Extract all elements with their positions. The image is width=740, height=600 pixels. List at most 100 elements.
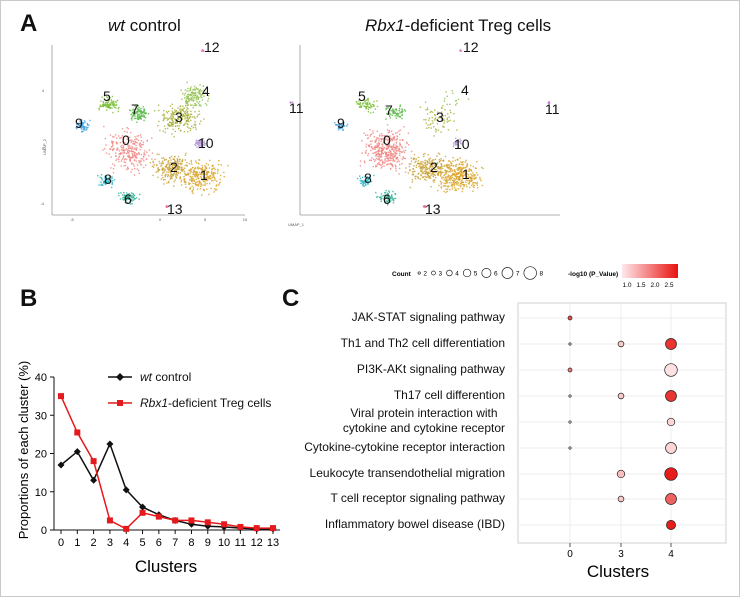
legend-wt: wt control <box>140 370 192 384</box>
umap-left-label-0: 0 <box>122 132 130 148</box>
line-point-wt <box>90 476 98 484</box>
umap-ytick: 0 <box>42 146 45 151</box>
umap-left-label-13: 13 <box>167 201 183 217</box>
umap-right-label-4: 4 <box>461 82 469 98</box>
umap-ytick: -4 <box>40 201 44 206</box>
line-point-rbx1 <box>237 523 244 530</box>
pathway-label: Cytokine-cytokine receptor interaction <box>304 440 505 454</box>
line-x-label: Clusters <box>135 557 197 576</box>
line-point-rbx1 <box>221 521 228 528</box>
line-point-rbx1 <box>74 429 81 436</box>
line-xtick-label: 1 <box>74 537 80 549</box>
line-ytick-label: 10 <box>35 487 47 499</box>
line-point-rbx1 <box>253 525 260 532</box>
line-xtick-label: 6 <box>156 537 162 549</box>
line-xtick-label: 9 <box>205 537 211 549</box>
pathway-label: Viral protein interaction with cytokine a… <box>342 406 505 435</box>
line-xtick-label: 8 <box>188 537 194 549</box>
panel-b-label: B <box>20 285 38 312</box>
line-y-label: Proportions of each cluster (%) <box>16 361 31 539</box>
line-series-0 <box>60 441 273 530</box>
umap-right-label-3: 3 <box>436 109 444 125</box>
line-ytick-label: 30 <box>35 410 47 422</box>
line-xtick-label: 10 <box>218 537 230 549</box>
panel-c-label: C <box>282 285 300 312</box>
umap-left-label-10: 10 <box>198 135 214 151</box>
line-point-rbx1 <box>155 513 162 520</box>
line-xtick-label: 2 <box>91 537 97 549</box>
line-point-rbx1 <box>270 525 276 532</box>
umap-y-label: UMAP_2 <box>42 138 47 155</box>
line-legend-markers <box>108 373 132 406</box>
line-point-rbx1 <box>204 519 211 526</box>
pathway-label: JAK-STAT signaling pathway <box>351 310 505 324</box>
line-xtick-label: 7 <box>172 537 178 549</box>
umap-right-title: Rbx1-deficient Treg cells <box>365 16 552 35</box>
umap-right-label-5: 5 <box>358 88 366 104</box>
umap-left-label-2: 2 <box>170 159 178 175</box>
line-xtick-label: 12 <box>251 537 263 549</box>
umap-right-label-7: 7 <box>385 102 393 118</box>
line-point-wt <box>57 461 65 469</box>
line-xtick-label: 0 <box>58 537 64 549</box>
line-point-rbx1 <box>58 393 64 400</box>
umap-x-label: UMAP_1 <box>288 222 305 227</box>
umap-left-label-4: 4 <box>202 83 210 99</box>
pathway-label: Th17 cell differention <box>393 388 505 402</box>
line-point-wt <box>139 503 147 511</box>
umap-left-points <box>75 49 294 208</box>
umap-right-label-2: 2 <box>430 159 438 175</box>
umap-left-label-11: 11 <box>289 100 304 116</box>
line-point-rbx1 <box>90 458 97 465</box>
line-point-rbx1 <box>106 517 113 524</box>
umap-left-label-1: 1 <box>200 167 208 183</box>
umap-xtick: -5 <box>70 217 74 222</box>
line-xtick-label: 5 <box>139 537 145 549</box>
line-ytick-label: 20 <box>35 449 47 461</box>
line-ytick-label: 0 <box>41 525 47 537</box>
umap-right-label-12: 12 <box>463 39 479 55</box>
line-xtick-label: 4 <box>123 537 129 549</box>
line-ytick-label: 40 <box>35 372 47 384</box>
umap-left-label-5: 5 <box>103 88 111 104</box>
umap-left-label-9: 9 <box>75 115 83 131</box>
umap-left-label-3: 3 <box>175 109 183 125</box>
umap-left-label-7: 7 <box>131 101 139 117</box>
line-chart: Proportions of each cluster (%) Clusters… <box>16 361 280 576</box>
umap-right-points <box>334 49 551 208</box>
legend-rbx1-marker <box>117 400 123 406</box>
pathway-label: PI3K-AKt signaling pathway <box>356 362 505 376</box>
pathway-label: Inflammatory bowel disease (IBD) <box>324 517 505 531</box>
pathway-label: Th1 and Th2 cell differentiation <box>340 336 505 350</box>
line-xtick-label: 11 <box>235 537 246 549</box>
umap-right-label-10: 10 <box>454 136 470 152</box>
umap-right-label-11: 11 <box>545 101 560 117</box>
umap-right-label-6: 6 <box>383 191 391 207</box>
line-point-rbx1 <box>139 509 146 516</box>
umap-xtick: 0 <box>159 217 162 222</box>
umap-left-title: wt control <box>108 16 181 35</box>
line-point-rbx1 <box>172 517 179 524</box>
line-xtick-label: 13 <box>267 537 279 549</box>
panel-a-label: A <box>20 10 38 37</box>
umap-right-label-9: 9 <box>337 115 345 131</box>
line-point-wt <box>122 486 130 494</box>
line-point-wt <box>204 522 212 530</box>
line-point-wt <box>73 448 81 456</box>
umap-xtick: 5 <box>204 217 207 222</box>
line-point-rbx1 <box>188 517 195 524</box>
pathway-label: T cell receptor signaling pathway <box>330 491 505 505</box>
line-xtick-label: 3 <box>107 537 113 549</box>
umap-right-label-8: 8 <box>364 170 372 186</box>
pathway-label: Leukocyte transendothelial migration <box>309 466 505 480</box>
umap-left-label-8: 8 <box>104 171 112 187</box>
umap-ytick: 4 <box>42 88 45 93</box>
umap-xtick: 10 <box>243 217 248 222</box>
line-point-wt <box>106 440 114 448</box>
umap-panel: UMAP_2 UMAP_1 40-4-5 0 5 10 0 01 12 23 34 45 56 67… <box>40 39 560 227</box>
umap-left-label-12: 12 <box>204 39 220 55</box>
umap-left-label-6: 6 <box>124 191 132 207</box>
line-point-rbx1 <box>123 525 130 532</box>
legend-rbx1: Rbx1-deficient Treg cells <box>140 396 272 410</box>
legend-wt-marker <box>116 373 124 381</box>
